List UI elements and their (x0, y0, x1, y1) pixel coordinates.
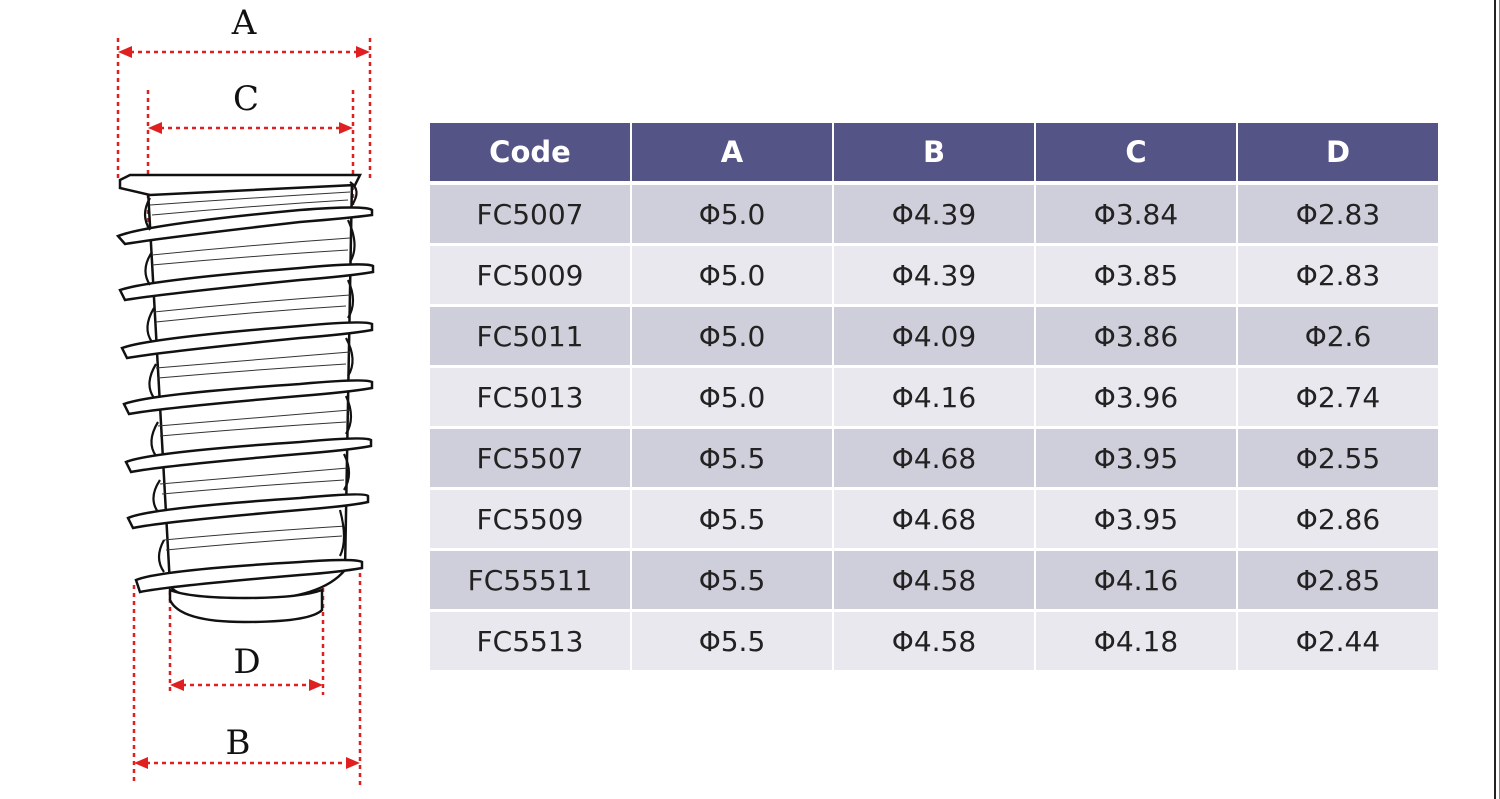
cell-a: Φ5.5 (632, 612, 832, 673)
table-row: FC5011 Φ5.0 Φ4.09 Φ3.86 Φ2.6 (430, 307, 1438, 368)
header-code: Code (430, 123, 630, 185)
cell-c: Φ3.84 (1036, 185, 1236, 246)
table-row: FC5513 Φ5.5 Φ4.58 Φ4.18 Φ2.44 (430, 612, 1438, 673)
dimension-c: C (146, 79, 355, 230)
cell-code: FC5513 (430, 612, 630, 673)
header-d: D (1238, 123, 1438, 185)
cell-a: Φ5.0 (632, 368, 832, 429)
screw-dimension-diagram: A C D B (115, 3, 375, 785)
cell-d: Φ2.55 (1238, 429, 1438, 490)
cell-code: FC5011 (430, 307, 630, 368)
table-row: FC5009 Φ5.0 Φ4.39 Φ3.85 Φ2.83 (430, 246, 1438, 307)
cell-a: Φ5.5 (632, 429, 832, 490)
cell-b: Φ4.58 (834, 612, 1034, 673)
dimension-b: B (132, 565, 362, 785)
dimension-spec-table: Code A B C D FC5007 Φ5.0 Φ4.39 Φ3.84 Φ2.… (428, 123, 1440, 673)
cell-a: Φ5.5 (632, 551, 832, 612)
dimension-a: A (116, 3, 372, 180)
cell-code: FC5009 (430, 246, 630, 307)
dimension-a-label: A (231, 3, 257, 43)
table-row: FC5013 Φ5.0 Φ4.16 Φ3.96 Φ2.74 (430, 368, 1438, 429)
cell-c: Φ4.18 (1036, 612, 1236, 673)
cell-c: Φ4.16 (1036, 551, 1236, 612)
cell-d: Φ2.83 (1238, 185, 1438, 246)
cell-a: Φ5.5 (632, 490, 832, 551)
right-frame-border (1494, 0, 1496, 799)
cell-code: FC5013 (430, 368, 630, 429)
cell-code: FC5509 (430, 490, 630, 551)
cell-c: Φ3.95 (1036, 429, 1236, 490)
cell-a: Φ5.0 (632, 307, 832, 368)
table-row: FC5507 Φ5.5 Φ4.68 Φ3.95 Φ2.55 (430, 429, 1438, 490)
dimension-b-label: B (226, 723, 251, 763)
table-row: FC5007 Φ5.0 Φ4.39 Φ3.84 Φ2.83 (430, 185, 1438, 246)
cell-a: Φ5.0 (632, 246, 832, 307)
cell-c: Φ3.96 (1036, 368, 1236, 429)
cell-d: Φ2.86 (1238, 490, 1438, 551)
cell-d: Φ2.6 (1238, 307, 1438, 368)
cell-c: Φ3.95 (1036, 490, 1236, 551)
cell-b: Φ4.09 (834, 307, 1034, 368)
header-c: C (1036, 123, 1236, 185)
table-row: FC5509 Φ5.5 Φ4.68 Φ3.95 Φ2.86 (430, 490, 1438, 551)
cell-b: Φ4.68 (834, 429, 1034, 490)
cell-code: FC55511 (430, 551, 630, 612)
cell-b: Φ4.58 (834, 551, 1034, 612)
dimension-c-label: C (233, 79, 259, 119)
cell-d: Φ2.44 (1238, 612, 1438, 673)
header-b: B (834, 123, 1034, 185)
cell-c: Φ3.86 (1036, 307, 1236, 368)
dimension-d-label: D (233, 642, 260, 682)
table-row: FC55511 Φ5.5 Φ4.58 Φ4.16 Φ2.85 (430, 551, 1438, 612)
table-header-row: Code A B C D (430, 123, 1438, 185)
cell-code: FC5007 (430, 185, 630, 246)
screw-illustration (115, 173, 375, 624)
cell-d: Φ2.74 (1238, 368, 1438, 429)
header-a: A (632, 123, 832, 185)
cell-d: Φ2.83 (1238, 246, 1438, 307)
cell-b: Φ4.39 (834, 185, 1034, 246)
cell-code: FC5507 (430, 429, 630, 490)
cell-c: Φ3.85 (1036, 246, 1236, 307)
cell-b: Φ4.16 (834, 368, 1034, 429)
cell-d: Φ2.85 (1238, 551, 1438, 612)
cell-b: Φ4.68 (834, 490, 1034, 551)
cell-a: Φ5.0 (632, 185, 832, 246)
cell-b: Φ4.39 (834, 246, 1034, 307)
